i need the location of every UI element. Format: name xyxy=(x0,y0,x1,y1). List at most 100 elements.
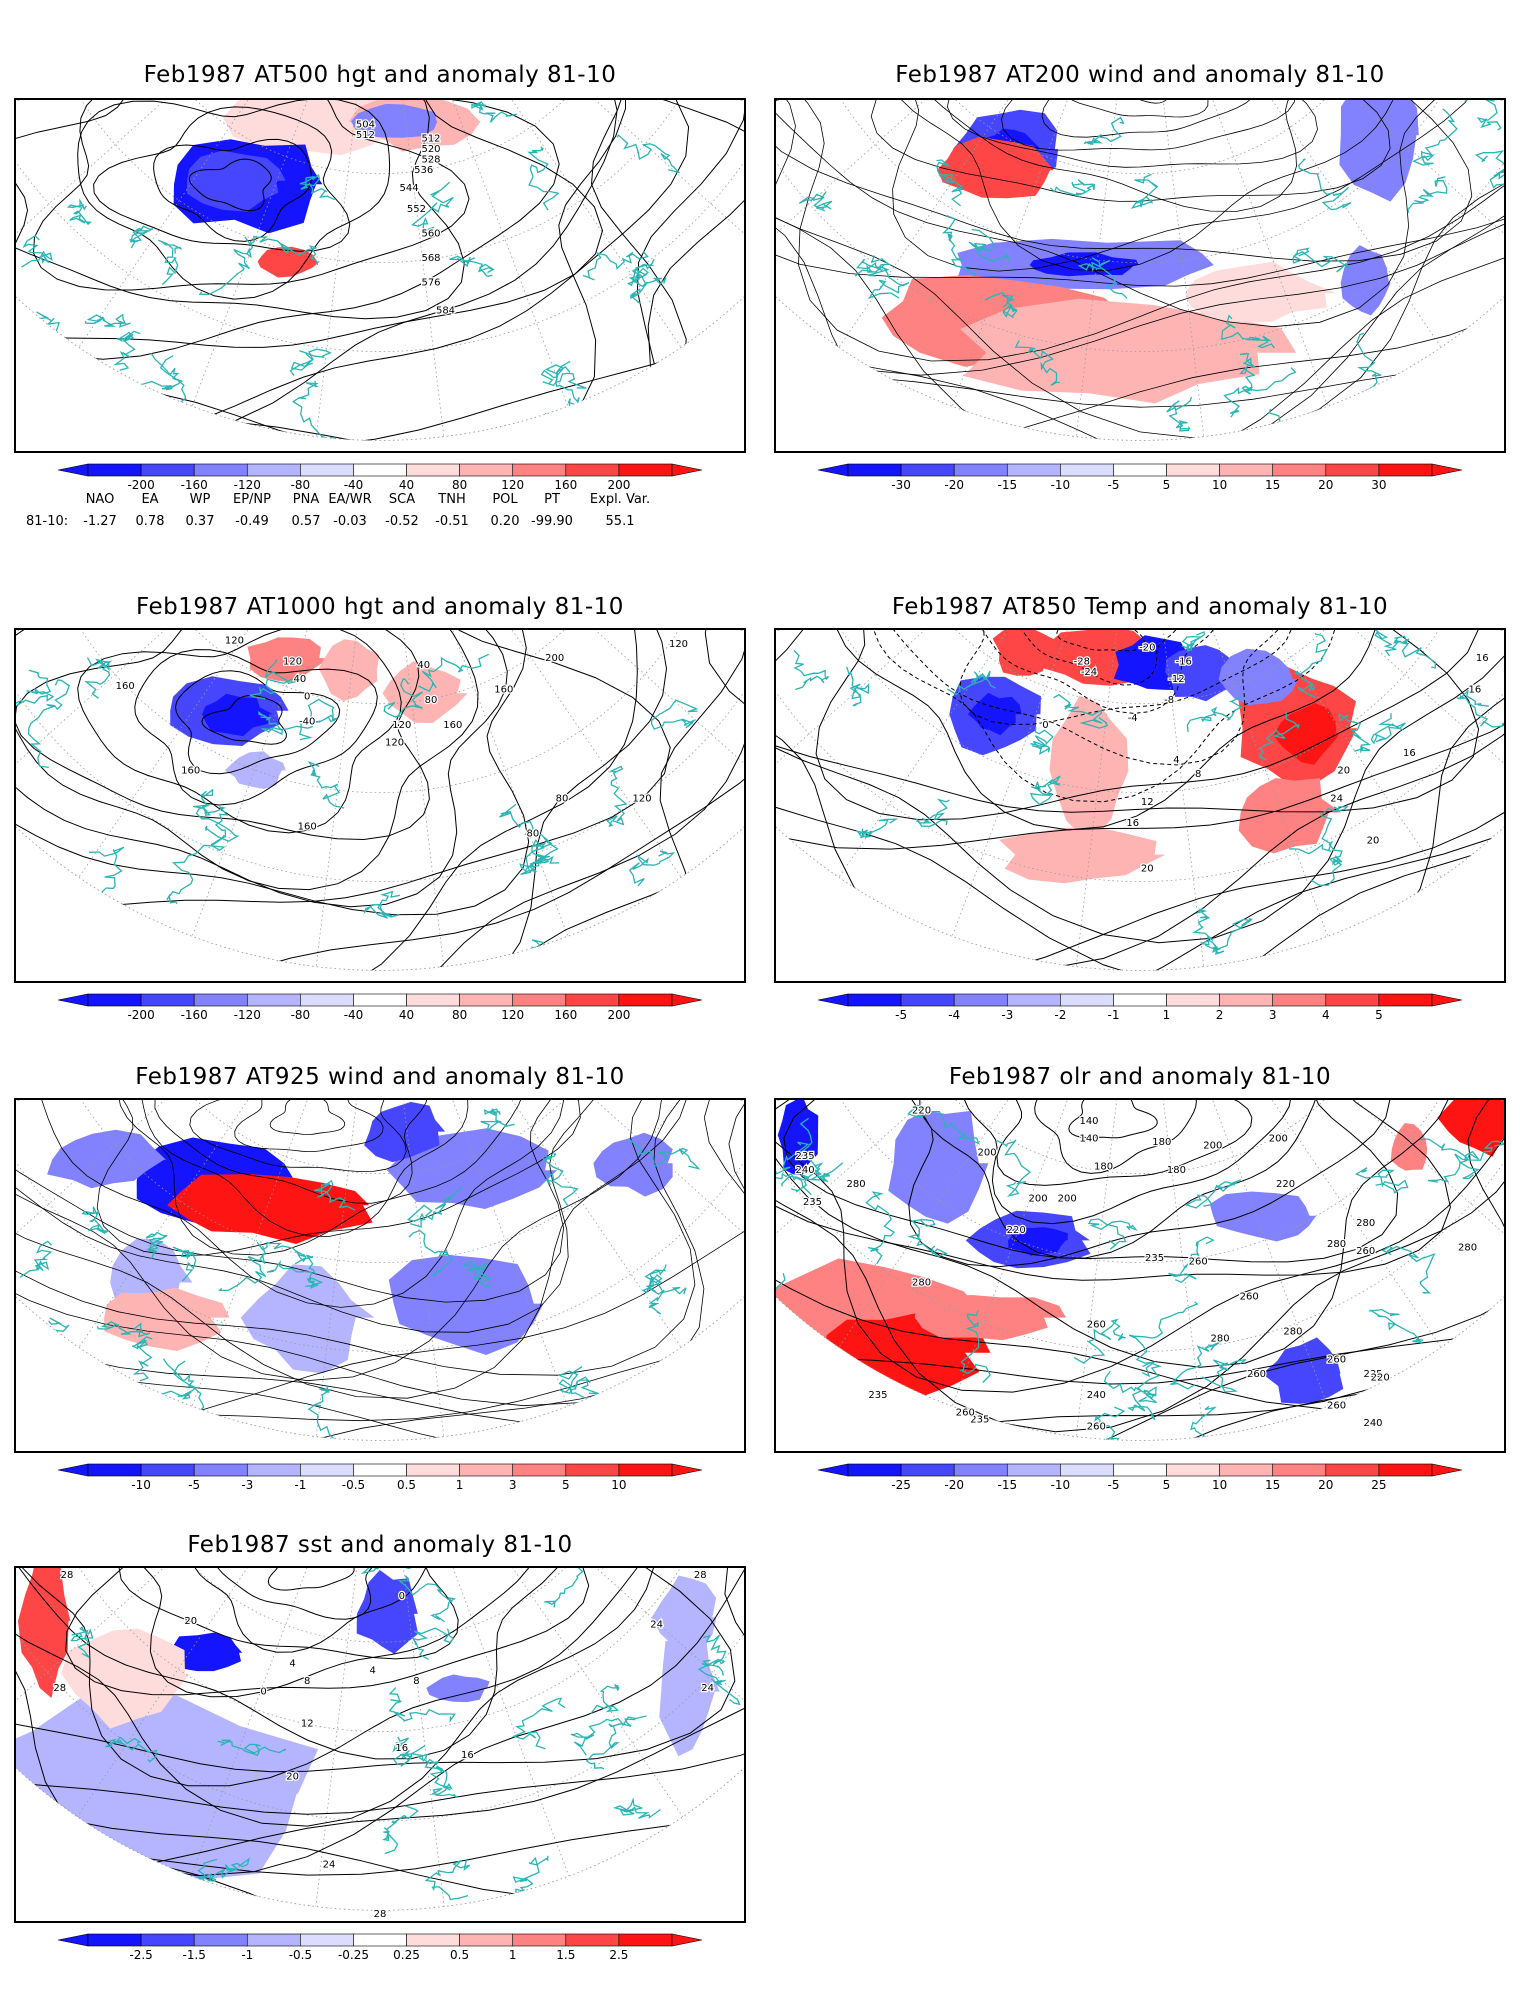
coastline xyxy=(558,1376,600,1395)
contour-label: 260 xyxy=(1087,1320,1106,1331)
colorbar-segment xyxy=(353,463,407,477)
coastline xyxy=(1310,840,1343,886)
coastline xyxy=(1077,257,1128,299)
colorbar: -5 -4 -3 -2 -1 1 2 3 4 5 xyxy=(817,990,1463,1024)
coastline xyxy=(1166,396,1193,432)
colorbar-tick-label: 80 xyxy=(452,1008,467,1022)
contour-line xyxy=(898,1100,1391,1268)
contour-line xyxy=(16,1568,736,1773)
hemisphere-boundary xyxy=(776,826,1504,971)
latitude-gridline xyxy=(23,1100,737,1264)
coastline xyxy=(1030,727,1054,755)
contour-label: 80 xyxy=(527,829,540,840)
contour-label: 280 xyxy=(1458,1242,1477,1253)
negative-anomaly-area xyxy=(1340,245,1391,316)
contour-line xyxy=(16,630,479,891)
colorbar-segment xyxy=(1113,463,1167,477)
coastline xyxy=(915,798,950,827)
coastline xyxy=(541,1151,579,1207)
contour-line xyxy=(16,630,638,971)
contour-label: 160 xyxy=(181,765,200,776)
contour-label: 235 xyxy=(868,1390,887,1401)
coastline xyxy=(628,1139,701,1170)
latitude-gridline xyxy=(23,100,737,264)
meridian-gridline xyxy=(838,1100,1141,1348)
colorbar-tick-label: -30 xyxy=(891,478,911,492)
coastline xyxy=(612,1797,661,1819)
coastline xyxy=(429,1765,458,1799)
negative-anomaly-area xyxy=(659,1626,720,1757)
coastline xyxy=(84,657,113,699)
streamline xyxy=(911,100,1323,212)
coastline xyxy=(512,1855,549,1895)
colorbar-tick-label: 4 xyxy=(1322,1008,1330,1022)
negative-anomaly-area xyxy=(356,1570,419,1654)
hemisphere-boundary xyxy=(16,1296,744,1441)
coastline xyxy=(511,1697,566,1750)
colorbar-segment xyxy=(459,1933,514,1947)
contour-line xyxy=(776,1100,1504,1393)
meridian-gridline xyxy=(1139,100,1442,348)
colorbar-min-arrow xyxy=(57,1933,89,1947)
contour-label: 584 xyxy=(436,306,455,317)
coastline xyxy=(1294,632,1329,699)
contour-line xyxy=(815,630,1479,821)
meridian-gridline xyxy=(1139,1100,1329,1407)
contour-label: 16 xyxy=(461,1750,474,1761)
contour-line xyxy=(153,138,312,242)
coastline xyxy=(195,1857,250,1882)
coastline xyxy=(521,939,578,971)
index-header: EP/NP xyxy=(233,492,271,507)
contour-label: 235 xyxy=(803,1197,822,1208)
coastline xyxy=(1408,390,1445,415)
colorbar-svg: -5 -4 -3 -2 -1 1 2 3 4 5 xyxy=(817,993,1463,1022)
contour-line xyxy=(1068,1100,1158,1139)
coastline xyxy=(16,669,55,707)
coastline xyxy=(256,1241,317,1276)
contour-label: 280 xyxy=(847,1179,866,1190)
contour-label: 512 xyxy=(356,130,375,141)
negative-anomaly-area xyxy=(1339,100,1419,202)
coastline xyxy=(108,1860,134,1903)
colorbar: -200 -160 -120 -80 -40 40 80 120 160 200 xyxy=(57,460,703,494)
colorbar-tick-label: -5 xyxy=(1108,478,1120,492)
contour-label: 180 xyxy=(1152,1137,1171,1148)
map-canvas xyxy=(776,100,1504,441)
streamline xyxy=(16,1100,744,1424)
colorbar-tick-label: 10 xyxy=(1212,478,1227,492)
latitude-gridline xyxy=(872,630,1408,705)
meridian-gridline xyxy=(315,100,381,437)
coastline xyxy=(84,313,131,328)
coastline xyxy=(1083,116,1125,146)
coastline xyxy=(266,1260,324,1289)
contour-label: 20 xyxy=(286,1771,299,1782)
positive-anomaly-area xyxy=(1437,1100,1504,1157)
contour-label: 536 xyxy=(414,165,433,176)
negative-anomaly-area xyxy=(1262,1337,1344,1404)
coastline xyxy=(1298,158,1352,211)
coastline xyxy=(590,1684,620,1714)
coastline xyxy=(388,1687,456,1723)
colorbar-tick-label: 40 xyxy=(399,1008,414,1022)
contour-label: 200 xyxy=(978,1148,997,1159)
contour-label: 504 xyxy=(356,120,375,131)
colorbar-tick-label: 2 xyxy=(1216,1008,1224,1022)
contour-line xyxy=(16,1568,572,1760)
index-header: EA xyxy=(141,492,159,507)
negative-anomaly-area xyxy=(166,1632,243,1672)
contour-label: 8 xyxy=(1195,769,1201,780)
coastline xyxy=(1186,696,1243,732)
coastline xyxy=(907,1218,948,1258)
coastline xyxy=(865,1191,896,1265)
colorbar-tick-label: 0.25 xyxy=(393,1948,420,1962)
meridian-gridline xyxy=(379,630,445,967)
panel-title: Feb1987 AT500 hgt and anomaly 81-10 xyxy=(143,62,617,88)
contour-line xyxy=(16,100,560,360)
coastline xyxy=(776,845,795,884)
colorbar-segment xyxy=(1166,463,1220,477)
map-plot: 120 160 120 40 0 -40 40 80 120 160 160 200 120 160 160… xyxy=(14,628,746,983)
colorbar-svg: -200 -160 -120 -80 -40 40 80 120 160 200 xyxy=(57,993,703,1022)
panel-title: Feb1987 olr and anomaly 81-10 xyxy=(948,1064,1332,1090)
